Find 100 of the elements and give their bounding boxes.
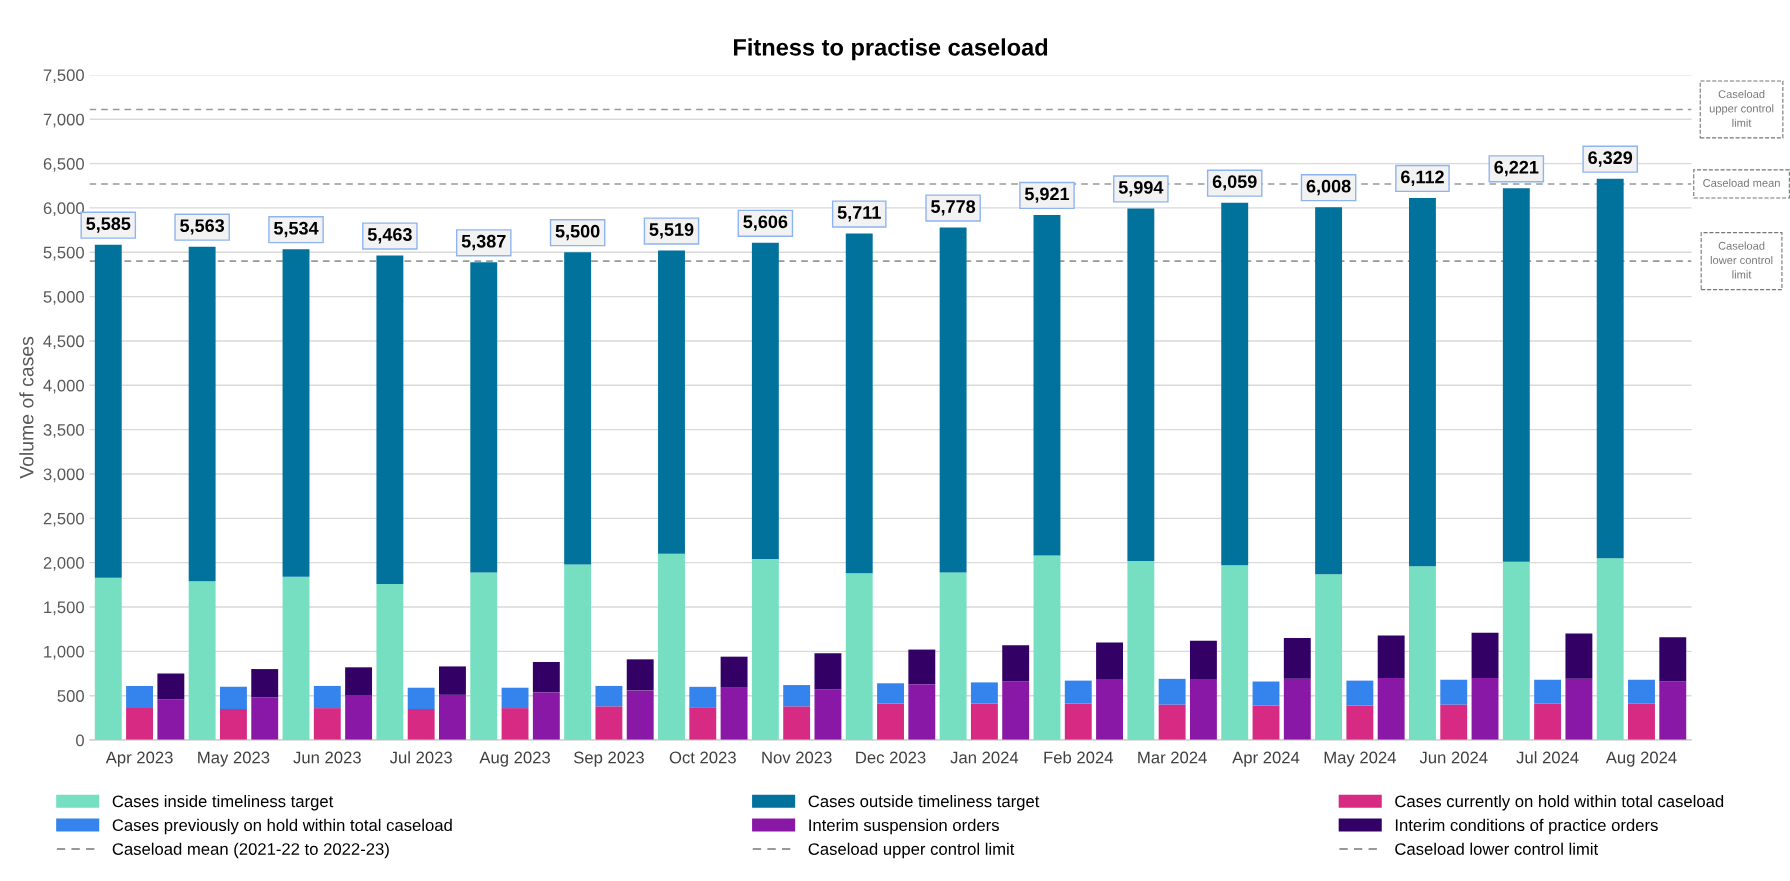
bar <box>877 683 904 704</box>
y-tick-label: 5,500 <box>43 246 84 261</box>
total-label: 5,563 <box>180 219 225 235</box>
y-tick-label: 2,500 <box>43 512 84 527</box>
bar <box>157 699 185 741</box>
x-tick-label: Apr 2023 <box>105 751 173 767</box>
bar <box>345 695 373 741</box>
total-label: 5,463 <box>367 228 412 244</box>
total-label: 6,221 <box>1494 160 1539 177</box>
bar <box>626 690 654 741</box>
y-tick-label: 3,000 <box>43 468 84 483</box>
bar <box>470 262 498 573</box>
bar <box>1346 705 1374 741</box>
x-tick-label: May 2024 <box>1324 751 1396 767</box>
bar <box>970 682 998 704</box>
bar <box>1002 645 1030 682</box>
x-tick-label: Jan 2024 <box>950 751 1019 764</box>
x-tick-label: Aug 2024 <box>1605 751 1677 767</box>
bar <box>1127 208 1155 561</box>
bar <box>282 576 310 741</box>
bar <box>376 255 404 584</box>
bar <box>407 687 435 709</box>
bar <box>1252 705 1280 741</box>
bar <box>501 708 529 741</box>
bar <box>94 244 122 578</box>
bar <box>94 577 122 741</box>
bar <box>595 685 623 707</box>
bar <box>219 709 247 741</box>
bar <box>939 227 967 573</box>
bar <box>1064 680 1092 704</box>
bar <box>1377 677 1405 741</box>
bar <box>1283 638 1311 679</box>
bar <box>1659 637 1687 682</box>
y-tick-label: 6,500 <box>43 157 84 172</box>
bar <box>126 685 154 709</box>
y-tick-label: 1,500 <box>44 601 84 616</box>
bar <box>157 673 185 700</box>
bar <box>1409 566 1436 741</box>
bar <box>439 666 466 695</box>
bar <box>564 252 592 565</box>
y-tick-label: 1,000 <box>44 645 84 660</box>
bar <box>1502 188 1530 562</box>
bar <box>251 697 279 741</box>
y-tick-label: 7,000 <box>43 113 84 128</box>
bar <box>1283 678 1311 741</box>
bar <box>1471 632 1499 678</box>
x-tick-label: Nov 2023 <box>762 751 832 764</box>
x-tick-label: Oct 2023 <box>669 751 736 764</box>
bar <box>1471 677 1499 741</box>
x-tick-label: Jul 2024 <box>1516 751 1579 764</box>
y-tick-label: 7,500 <box>43 69 84 84</box>
x-tick-label: Apr 2024 <box>1232 751 1300 767</box>
bar <box>751 242 779 560</box>
bar <box>1189 679 1217 741</box>
bar <box>1033 555 1061 741</box>
x-tick-label: May 2023 <box>198 751 270 767</box>
bar <box>1440 704 1468 741</box>
total-label: 5,519 <box>649 223 694 239</box>
bar <box>1596 178 1624 559</box>
x-tick-label: Sep 2023 <box>573 751 644 767</box>
bar <box>126 708 154 741</box>
y-axis-title: Volume of cases <box>19 336 34 479</box>
bar <box>407 709 435 741</box>
bar <box>564 564 592 741</box>
text: Caseload lower control limit <box>1710 241 1773 279</box>
bar <box>1534 703 1562 741</box>
bar <box>1377 635 1405 678</box>
bar <box>1628 703 1655 741</box>
bar <box>1596 558 1624 741</box>
bar <box>1565 633 1593 679</box>
bar <box>658 250 685 554</box>
bar <box>376 583 404 741</box>
bar <box>1221 202 1249 566</box>
bar <box>1189 640 1217 680</box>
bar <box>689 686 717 708</box>
bar <box>439 694 466 741</box>
total-label: 5,921 <box>1024 187 1070 203</box>
bar <box>1033 214 1061 556</box>
bar <box>1565 678 1593 741</box>
bar <box>595 706 623 741</box>
bar <box>282 249 310 577</box>
bar <box>877 703 904 741</box>
total-label: 6,112 <box>1401 170 1444 186</box>
bar <box>845 573 873 741</box>
bar <box>689 707 717 741</box>
bar <box>1409 197 1436 567</box>
bar <box>1064 703 1092 741</box>
y-tick-label: 3,500 <box>43 424 84 438</box>
bar <box>626 659 654 691</box>
text: Caseload mean <box>1703 178 1780 187</box>
bar <box>188 246 216 582</box>
bar <box>939 572 967 741</box>
x-tick-label: Aug 2023 <box>479 751 550 767</box>
total-label: 5,500 <box>555 224 600 241</box>
bar <box>908 649 936 685</box>
bar <box>783 706 811 741</box>
bar <box>345 667 373 696</box>
bar <box>720 656 748 688</box>
x-tick-label: Mar 2024 <box>1138 751 1207 764</box>
total-label: 6,008 <box>1306 179 1351 196</box>
